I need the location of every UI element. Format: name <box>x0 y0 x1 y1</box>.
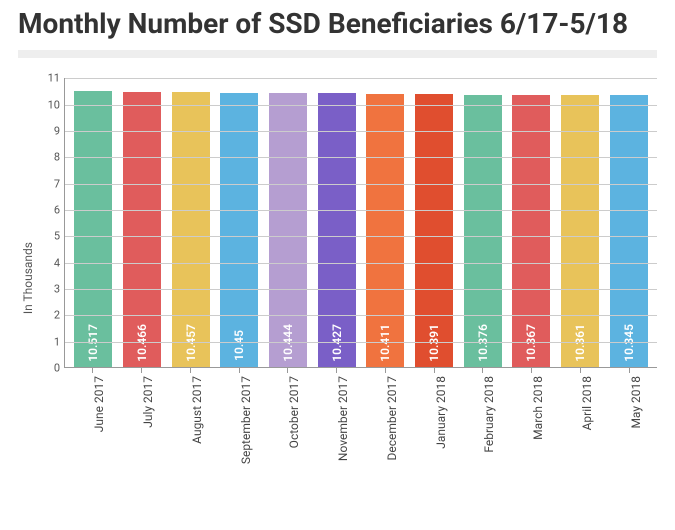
x-tick-slot: October 2017 <box>263 368 312 478</box>
chart-container: Monthly Number of SSD Beneficiaries 6/17… <box>0 0 675 496</box>
x-tick-mark <box>580 368 581 373</box>
bar: 10.427 <box>318 93 356 367</box>
x-tick-slot: September 2017 <box>214 368 263 478</box>
bar-slot: 10.427 <box>312 78 361 367</box>
y-tick-label: 6 <box>54 204 60 217</box>
bars-layer: 10.517 10.466 10.457 10.45 10.444 10.427 10.41… <box>65 78 657 367</box>
bar-slot: 10.444 <box>264 78 313 367</box>
x-tick-label: January 2018 <box>434 376 448 449</box>
x-tick-mark <box>336 368 337 373</box>
x-tick-mark <box>190 368 191 373</box>
y-tick-label: 1 <box>54 335 60 348</box>
gridline <box>65 289 657 290</box>
bar: 10.517 <box>74 91 112 367</box>
x-tick-mark <box>92 368 93 373</box>
gridline <box>65 157 657 158</box>
y-tick-label: 3 <box>54 283 60 296</box>
x-tick-label: December 2017 <box>385 376 399 461</box>
y-tick-label: 11 <box>48 72 60 85</box>
y-tick-label: 4 <box>54 256 60 269</box>
plot-column: 10.517 10.466 10.457 10.45 10.444 10.427 10.41… <box>64 78 657 478</box>
gridline <box>65 131 657 132</box>
gridline <box>65 342 657 343</box>
x-tick-slot: July 2017 <box>117 368 166 478</box>
bar-slot: 10.367 <box>507 78 556 367</box>
x-tick-slot: February 2018 <box>458 368 507 478</box>
x-tick-mark <box>385 368 386 373</box>
y-tick-label: 10 <box>48 98 60 111</box>
x-tick-slot: May 2018 <box>604 368 653 478</box>
x-tick-slot: April 2018 <box>556 368 605 478</box>
bar-slot: 10.345 <box>604 78 653 367</box>
gridline <box>65 263 657 264</box>
x-tick-label: August 2017 <box>190 376 204 444</box>
x-tick-mark <box>287 368 288 373</box>
bar: 10.466 <box>123 92 161 367</box>
plot-area: 10.517 10.466 10.457 10.45 10.444 10.427 10.41… <box>64 78 657 368</box>
x-tick-label: April 2018 <box>580 376 594 430</box>
x-tick-mark <box>629 368 630 373</box>
x-tick-slot: November 2017 <box>312 368 361 478</box>
x-tick-label: July 2017 <box>141 376 155 428</box>
bar: 10.345 <box>610 95 648 367</box>
x-tick-mark <box>531 368 532 373</box>
y-tick-label: 5 <box>54 230 60 243</box>
gridline <box>65 315 657 316</box>
page-title: Monthly Number of SSD Beneficiaries 6/17… <box>18 8 657 40</box>
gridline <box>65 236 657 237</box>
x-tick-label: October 2017 <box>287 376 301 448</box>
y-tick-label: 9 <box>54 124 60 137</box>
bar-slot: 10.391 <box>410 78 459 367</box>
bar: 10.444 <box>269 93 307 367</box>
x-tick-label: September 2017 <box>239 376 253 464</box>
gridline <box>65 184 657 185</box>
bar-slot: 10.457 <box>166 78 215 367</box>
bar: 10.411 <box>366 94 404 368</box>
bar: 10.45 <box>220 93 258 368</box>
x-axis: June 2017 July 2017 August 2017 September 2… <box>64 368 657 478</box>
x-tick-label: March 2018 <box>531 376 545 440</box>
x-tick-slot: June 2017 <box>68 368 117 478</box>
y-tick-label: 0 <box>54 362 60 375</box>
gridline <box>65 210 657 211</box>
bar: 10.361 <box>561 95 599 367</box>
y-tick-label: 7 <box>54 177 60 190</box>
bar: 10.457 <box>172 92 210 367</box>
bar-slot: 10.466 <box>118 78 167 367</box>
bar: 10.391 <box>415 94 453 367</box>
x-tick-mark <box>239 368 240 373</box>
x-tick-mark <box>482 368 483 373</box>
y-axis-label: In Thousands <box>21 242 35 314</box>
x-tick-label: February 2018 <box>482 376 496 453</box>
x-tick-label: June 2017 <box>92 376 106 432</box>
bar-slot: 10.411 <box>361 78 410 367</box>
gridline <box>65 78 657 79</box>
y-axis: 01234567891011 <box>38 78 64 368</box>
bar-slot: 10.361 <box>556 78 605 367</box>
x-tick-slot: August 2017 <box>166 368 215 478</box>
x-tick-slot: December 2017 <box>361 368 410 478</box>
x-tick-slot: March 2018 <box>507 368 556 478</box>
bar: 10.367 <box>512 95 550 367</box>
title-underline <box>18 50 657 58</box>
gridline <box>65 105 657 106</box>
x-tick-mark <box>434 368 435 373</box>
bar-slot: 10.376 <box>458 78 507 367</box>
bar: 10.376 <box>464 95 502 368</box>
chart: In Thousands 01234567891011 10.51710.466… <box>18 78 657 478</box>
y-axis-label-col: In Thousands <box>18 78 38 478</box>
x-tick-label: May 2018 <box>629 376 643 429</box>
x-tick-mark <box>141 368 142 373</box>
x-tick-slot: January 2018 <box>409 368 458 478</box>
y-tick-label: 8 <box>54 151 60 164</box>
x-tick-label: November 2017 <box>336 376 350 461</box>
bar-slot: 10.45 <box>215 78 264 367</box>
bar-slot: 10.517 <box>69 78 118 367</box>
bar-value-label: 10.45 <box>232 324 246 367</box>
y-tick-label: 2 <box>54 309 60 322</box>
